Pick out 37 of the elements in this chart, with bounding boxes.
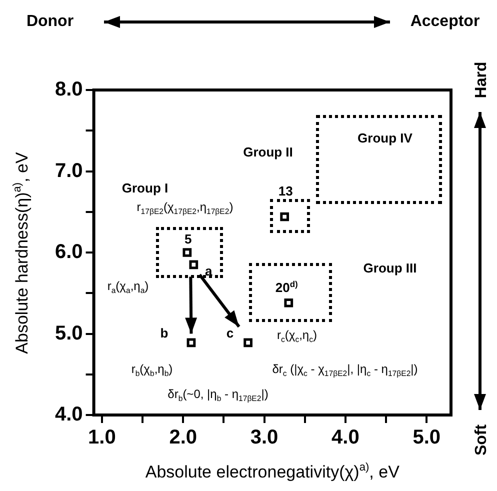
x-tick-label: 2.0 <box>169 426 198 449</box>
point <box>182 248 192 257</box>
annotation: a <box>205 263 212 278</box>
point <box>284 298 294 308</box>
point <box>280 212 290 222</box>
annotation: r$_{17βE2}$(χ$_{17βE2}$,η$_{17βE2}$) <box>136 200 234 216</box>
y-tick-label: 7.0 <box>54 160 83 182</box>
x-tick-label: 1.0 <box>88 426 116 449</box>
annotation: Group IV <box>358 130 412 146</box>
y-tick-label: 6.0 <box>54 241 83 264</box>
point <box>189 260 198 270</box>
annotation: δr$_{b}$(~0, |η$_{b}$ - η$_{17βE2}$|) <box>168 386 268 404</box>
y-tick-label: 5.0 <box>54 322 83 344</box>
text: Soft <box>473 424 491 456</box>
annotation: r$_{b}$(χ$_{b}$,η$_{b}$) <box>131 362 173 378</box>
point <box>186 338 196 348</box>
annotation: 20$^{d)}$ <box>275 278 298 296</box>
annotation: r$_{a}$(χ$_{a}$,η$_{a}$) <box>107 278 149 296</box>
text: Acceptor <box>410 13 480 31</box>
annotation: 5 <box>184 231 192 246</box>
x-tick-label: 5.0 <box>412 426 441 449</box>
x-axis-title: Absolute electronegativity(χ)$^{a)}$, eV <box>145 462 400 482</box>
text: Donor <box>26 13 74 31</box>
annotation: r$_{c}$(χ$_{c}$,η$_{c}$) <box>276 328 318 344</box>
text: δr$_{c}$ (|χ$_{c}$ - χ$_{17βE2}$|, |η$_{c}$ - η$_{17βE2}$|) <box>272 362 418 378</box>
y-tick-label: 4.0 <box>54 404 83 426</box>
y-tick-label: 8.0 <box>54 78 83 101</box>
text: Hard <box>473 62 491 98</box>
annotation: b <box>160 325 168 340</box>
x-tick-label: 4.0 <box>332 426 360 449</box>
annotation: Group III <box>363 260 417 276</box>
annotation: Group II <box>243 144 293 160</box>
annotation: c <box>226 325 234 340</box>
annotation: 13 <box>278 183 293 198</box>
point <box>244 338 252 348</box>
x-tick-label: 3.0 <box>250 426 278 449</box>
annotation: Group I <box>122 180 168 196</box>
